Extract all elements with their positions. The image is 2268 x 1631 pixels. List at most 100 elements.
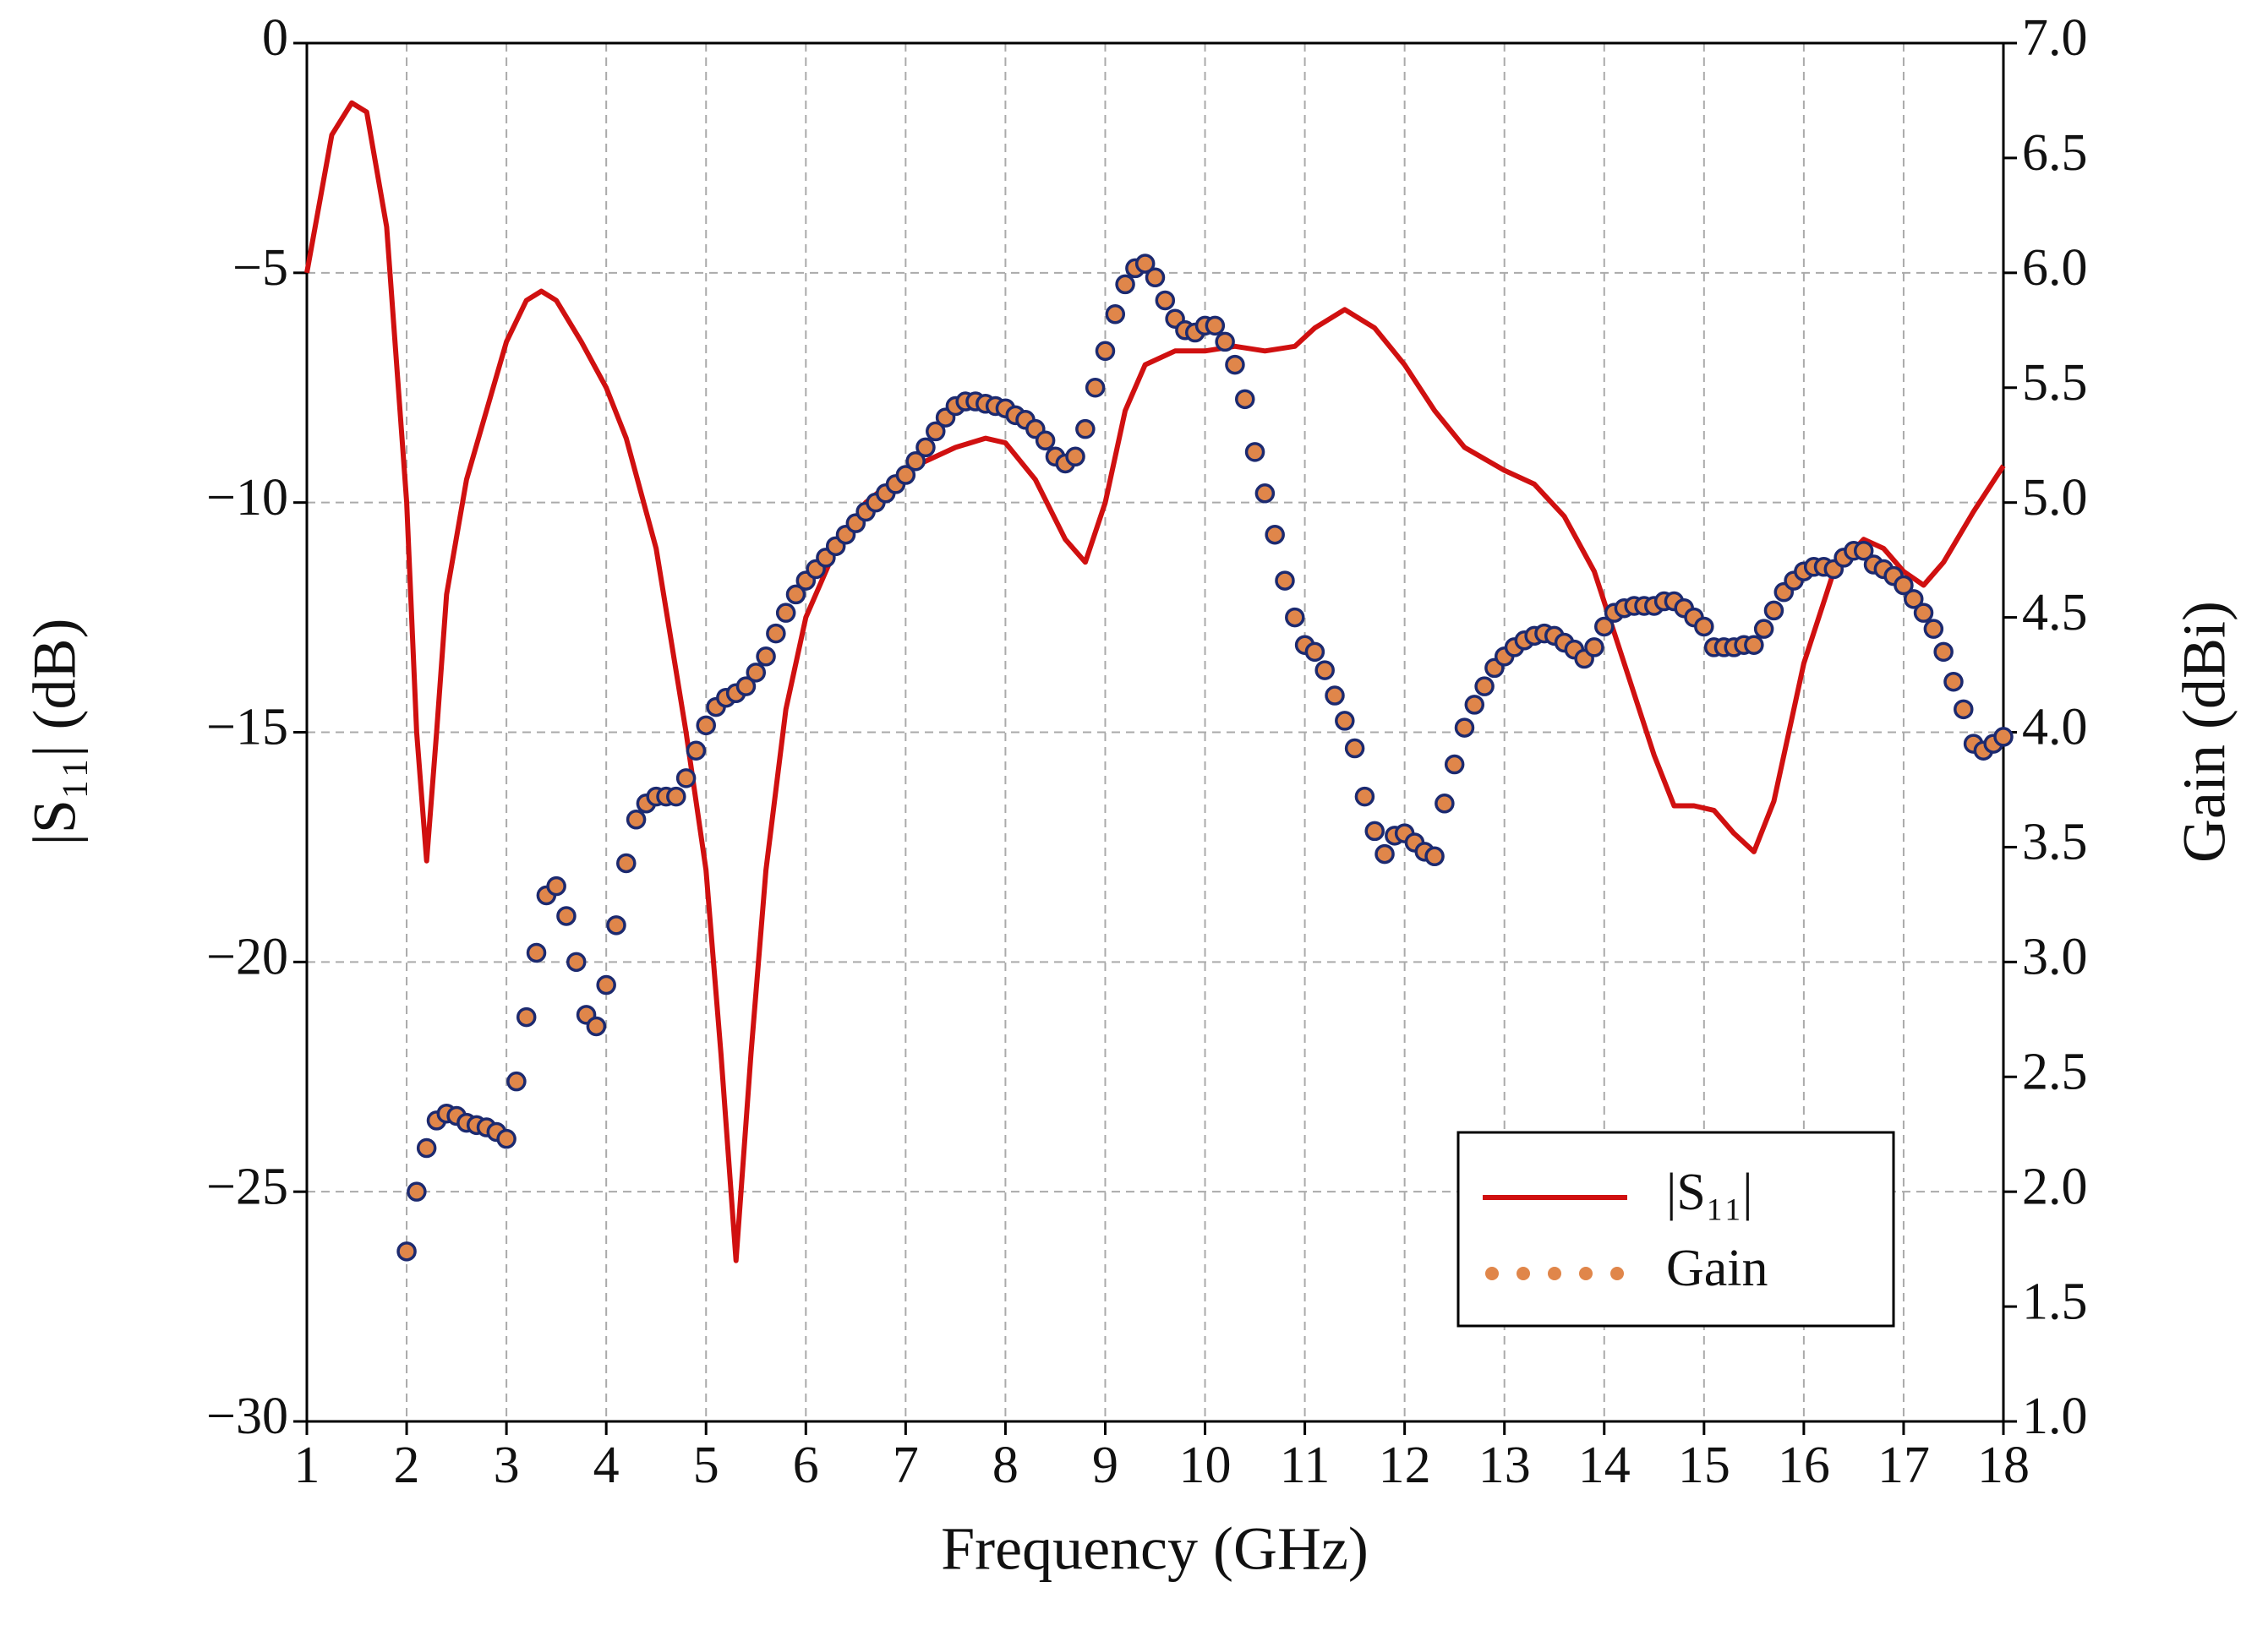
gain-marker [1464, 695, 1485, 715]
gain-marker [1454, 717, 1475, 738]
x-tick-label: 4 [593, 1437, 620, 1494]
gain-marker [746, 663, 767, 683]
x-tick-label: 9 [1092, 1437, 1118, 1494]
gain-marker [1075, 418, 1096, 439]
gain-marker [586, 1016, 607, 1037]
gain-marker [1943, 671, 1964, 692]
gain-marker [416, 1137, 437, 1159]
gain-marker [766, 623, 786, 644]
gain-marker [1694, 616, 1714, 637]
gain-marker [1085, 378, 1106, 398]
gain-marker [926, 421, 946, 442]
gain-marker [566, 952, 587, 973]
gain-marker [596, 974, 616, 996]
legend-swatch [1579, 1267, 1593, 1280]
gain-marker [1134, 254, 1156, 274]
gain-marker [1354, 786, 1375, 807]
gain-marker [1853, 541, 1874, 561]
x-tick-label: 11 [1280, 1437, 1331, 1494]
y2-tick-label: 2.5 [2022, 1043, 2088, 1100]
gain-marker [626, 810, 647, 830]
gain-marker [666, 786, 686, 807]
gain-marker [1364, 821, 1385, 842]
x-tick-label: 5 [693, 1437, 719, 1494]
gain-marker [1304, 641, 1325, 663]
legend-swatch [1548, 1267, 1561, 1280]
y-tick-label: −30 [206, 1388, 288, 1445]
y2-tick-label: 6.0 [2022, 239, 2088, 297]
y-tick-label: −20 [206, 929, 288, 986]
gain-marker [407, 1181, 427, 1202]
y-tick-label: −5 [232, 239, 288, 297]
gain-marker [1035, 430, 1056, 451]
gain-marker [1753, 619, 1774, 639]
y-tick-label: −15 [206, 699, 288, 756]
gain-marker [696, 715, 716, 736]
gain-marker [1205, 315, 1226, 336]
gain-marker [1235, 389, 1255, 410]
legend-label: Gain [1666, 1240, 1768, 1297]
x-tick-label: 17 [1877, 1437, 1930, 1494]
y2-tick-label: 6.5 [2022, 124, 2088, 182]
legend-swatch [1485, 1267, 1499, 1280]
y2-tick-label: 2.0 [2022, 1158, 2088, 1215]
gain-marker [556, 906, 577, 926]
gain-marker [606, 915, 626, 936]
gain-marker [756, 646, 776, 667]
gain-marker [1095, 341, 1116, 362]
y2-tick-label: 5.5 [2022, 354, 2088, 412]
gain-marker [1155, 290, 1176, 311]
gain-marker [1314, 660, 1335, 680]
gain-marker [526, 942, 547, 963]
x-tick-label: 12 [1379, 1437, 1431, 1494]
y2-tick-label: 5.0 [2022, 469, 2088, 526]
gain-marker [1435, 794, 1455, 814]
x-tick-label: 10 [1179, 1437, 1232, 1494]
y2-axis-label: Gain (dBi) [2171, 601, 2238, 863]
gain-marker [1923, 619, 1944, 639]
gain-marker [735, 676, 757, 696]
gain-marker [915, 437, 936, 458]
line-series [304, 100, 2006, 1263]
gain-marker [1244, 442, 1265, 462]
gain-marker [1115, 274, 1135, 295]
x-tick-label: 15 [1678, 1437, 1730, 1494]
x-tick-label: 18 [1977, 1437, 2030, 1494]
legend-box [1456, 1131, 1895, 1328]
gain-marker [905, 450, 926, 472]
gain-marker [1325, 685, 1345, 706]
y2-tick-label: 7.0 [2022, 9, 2088, 67]
x-tick-label: 16 [1778, 1437, 1830, 1494]
gain-marker [1444, 754, 1465, 775]
gain-marker [1913, 603, 1934, 623]
y2-tick-label: 4.5 [2022, 584, 2088, 641]
gain-marker [785, 584, 806, 605]
gain-marker [775, 603, 796, 623]
y-tick-label: −10 [206, 469, 288, 526]
gain-marker [1344, 738, 1365, 759]
gain-marker [516, 1006, 537, 1028]
gain-marker [1424, 846, 1445, 867]
gain-marker [895, 465, 916, 485]
x-tick-label: 1 [294, 1437, 320, 1494]
gain-marker [1265, 524, 1285, 545]
gain-marker [1254, 483, 1276, 504]
y-axis-label: |S₁₁| (dB) [21, 618, 89, 845]
gain-marker [1594, 616, 1615, 637]
gain-marker [1105, 304, 1126, 325]
x-tick-label: 3 [494, 1437, 520, 1494]
x-tick-label: 14 [1578, 1437, 1631, 1494]
gain-marker [675, 768, 697, 788]
gain-marker [1474, 676, 1495, 696]
y2-tick-label: 3.0 [2022, 929, 2088, 986]
gain-marker [506, 1071, 527, 1092]
gain-marker [396, 1241, 417, 1262]
gain-marker [1903, 589, 1924, 609]
gain-marker [686, 740, 707, 761]
x-axis-label: Frequency (GHz) [941, 1515, 1369, 1583]
gain-marker [496, 1128, 516, 1149]
gain-marker [546, 876, 566, 897]
gain-marker [616, 853, 637, 874]
x-tick-label: 6 [793, 1437, 819, 1494]
